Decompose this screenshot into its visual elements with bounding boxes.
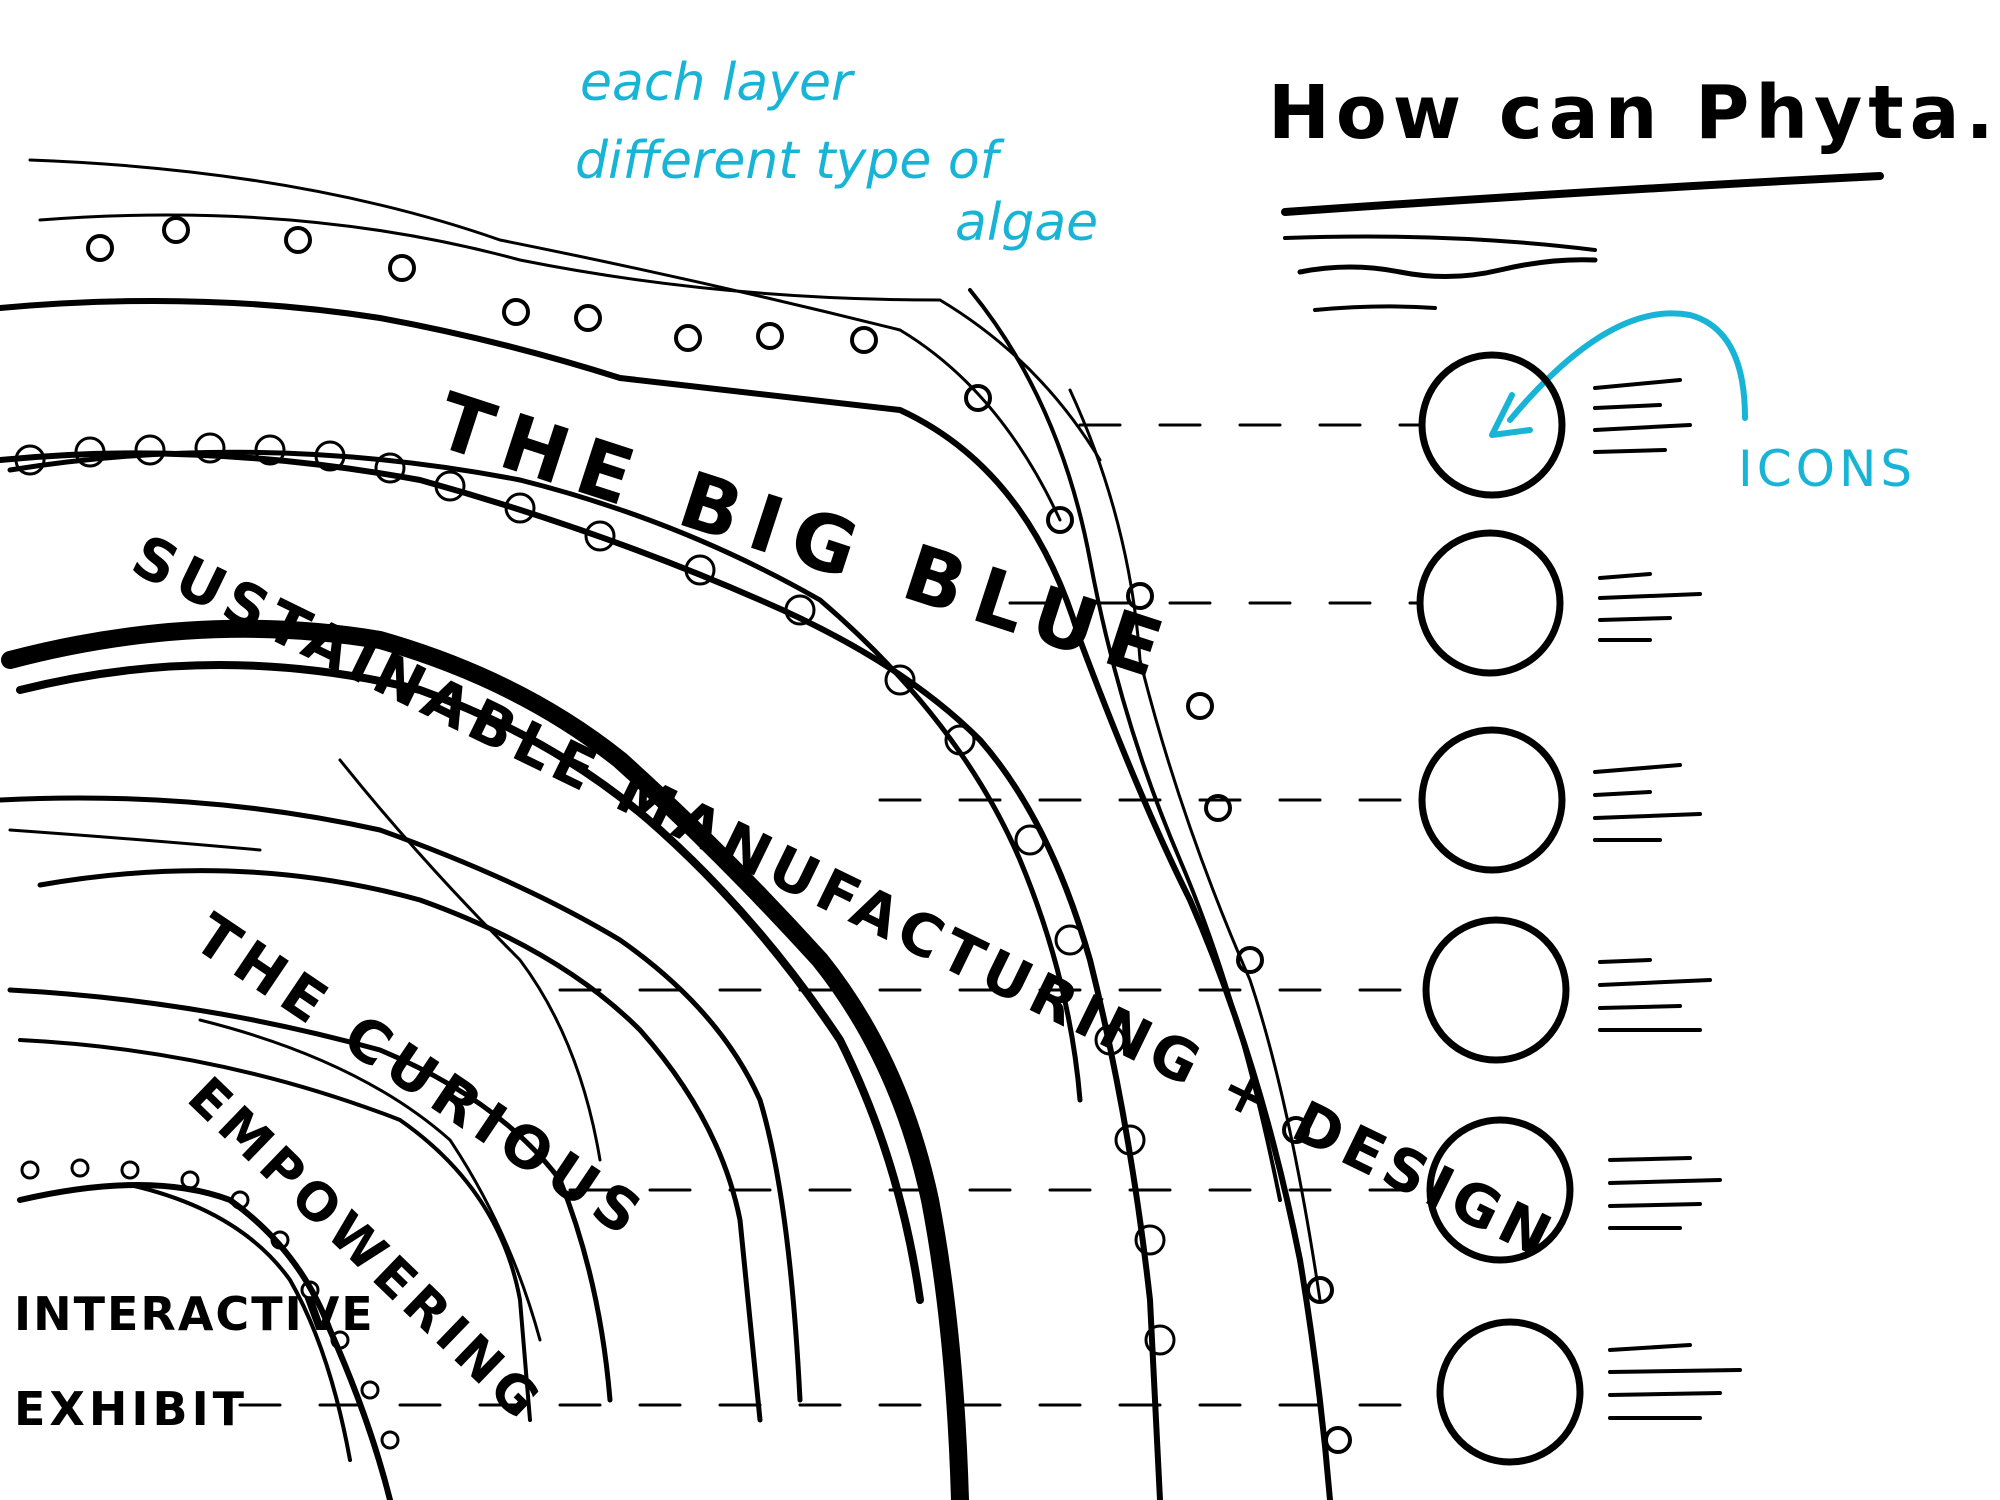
icon-placeholder-5 [1426,1116,1574,1264]
layer-bands [0,158,1333,1500]
layer-label-curious: THE CURIOUS [182,900,659,1253]
algae-note-line-1: each layer [580,53,856,113]
algae-note-line-2: different type of [575,131,1005,191]
icon-placeholder-4 [1422,916,1570,1064]
icon-placeholder-2 [1416,529,1564,677]
page-title: How can Phyta...? [1268,70,2000,156]
layer-label-sustainable: SUSTAINABLE MANUFACTURING + DESIGN [122,521,1567,1272]
subtitle-wave [1297,257,1598,280]
title-underline [1281,172,1884,216]
icons-arrow [1507,310,1748,423]
layer-label-interactive: INTERACTIVE [14,1287,375,1341]
layer-label-big-blue: THE BIG BLUE [426,376,1186,699]
connector-lines [238,423,1432,1407]
icon-text-lines [1593,378,1742,1420]
algae-beads [14,216,1352,1454]
icon-placeholder-6 [1436,1318,1584,1466]
icon-list [1416,351,1584,1466]
icons-arrowhead [1489,392,1533,438]
icon-placeholder-3 [1418,726,1566,874]
icons-note: ICONS [1738,440,1916,498]
icon-placeholder-1 [1418,351,1566,499]
subtitle-line [1283,234,1597,252]
algae-note-line-3: algae [955,193,1098,253]
subtitle-line-short [1313,304,1437,312]
layer-label-exhibit: EXHIBIT [14,1382,248,1436]
